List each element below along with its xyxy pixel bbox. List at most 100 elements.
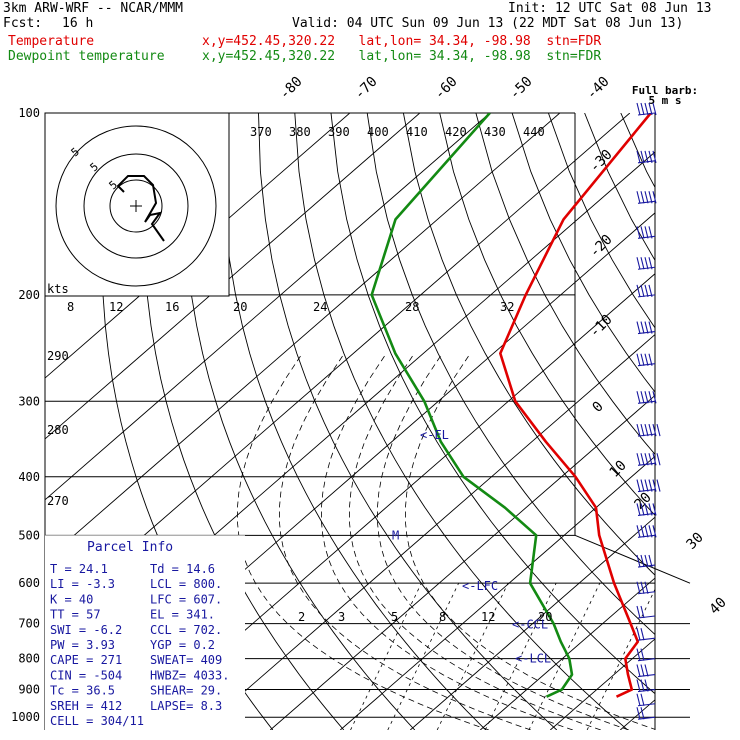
theta-tick-label: 440 — [523, 125, 545, 139]
wind-barb-flag — [636, 664, 641, 677]
wind-barb-flag — [648, 102, 653, 116]
parcel-info-right-value: SHEAR= 29. — [150, 684, 222, 698]
wind-barb — [636, 321, 656, 335]
isotherm-tick-label: -70 — [352, 74, 381, 103]
wind-barb-staff — [637, 433, 656, 437]
wind-barb-flag — [644, 423, 649, 437]
wind-barb-flag — [644, 581, 649, 594]
wind-barb-flag — [640, 581, 645, 594]
wind-speed-tick-label: 8 — [67, 300, 74, 314]
isotherm-line — [45, 113, 491, 501]
isotherm-tick-label: -60 — [432, 74, 461, 103]
parcel-marker-label: M — [392, 528, 399, 542]
wind-barb — [636, 102, 657, 116]
theta-left-tick-label: 290 — [47, 349, 69, 363]
dewpoint-legend-info: x,y=452.45,320.22 lat,lon= 34.34, -98.98… — [202, 49, 602, 64]
parcel-marker-label: <-LFC — [462, 579, 498, 593]
wind-barb — [636, 525, 657, 538]
wind-barb-flag — [640, 321, 645, 334]
parcel-info-left-value: CAPE = 271 — [50, 653, 122, 667]
wind-barb-flag — [636, 693, 641, 706]
parcel-marker-label: <-CCL — [512, 617, 548, 631]
wind-barb-staff — [637, 462, 656, 466]
wind-speed-tick-label: 12 — [109, 300, 123, 314]
wind-barb-flag — [648, 321, 653, 334]
isotherm-line — [129, 273, 655, 730]
isotherm-tick-label: 0 — [590, 399, 607, 416]
theta-tick-label: 380 — [289, 125, 311, 139]
wind-barb — [636, 423, 661, 437]
wind-barb-flag — [640, 525, 645, 538]
wind-barb-flag — [640, 693, 645, 706]
wind-barb-flag — [644, 226, 649, 239]
parcel-info-right-value: EL = 341. — [150, 608, 215, 622]
isotherm-line — [269, 394, 655, 730]
moist-adiabat-line — [237, 353, 489, 730]
theta-tick-label: 390 — [328, 125, 350, 139]
theta-left-tick-label: 270 — [47, 494, 69, 508]
wind-barb-flag — [648, 503, 653, 516]
mixing-ratio-line — [387, 582, 460, 730]
wind-barb-staff — [637, 674, 656, 678]
wind-barb-staff — [637, 615, 656, 619]
wind-barb-flag — [648, 525, 653, 538]
wind-speed-tick-label: 16 — [165, 300, 179, 314]
pressure-tick-label: 600 — [18, 576, 40, 590]
wind-barb — [636, 226, 656, 239]
hodograph-frame — [44, 112, 230, 297]
moist-adiabat-line — [377, 353, 629, 730]
pressure-tick-label: 1000 — [11, 710, 40, 724]
parcel-marker-label: <-LCL — [515, 652, 551, 666]
wind-barb-flag — [640, 648, 645, 661]
mixing-ratio-tick-label: 20 — [538, 610, 552, 624]
wind-barb — [636, 391, 657, 404]
moist-adiabat-line — [321, 353, 573, 730]
wind-barb-flag — [640, 664, 645, 677]
wind-speed-tick-label: 32 — [500, 300, 514, 314]
wind-barb-flag — [652, 391, 657, 404]
wind-barb-flag — [636, 479, 641, 492]
wind-barb-flag — [636, 150, 641, 163]
isotherm-tick-label: -50 — [507, 74, 536, 103]
mixing-ratio-line — [586, 588, 655, 730]
wind-barb-flag — [636, 503, 641, 516]
wind-barb-staff — [637, 716, 656, 720]
hodograph-ring — [109, 179, 163, 233]
parcel-info-right-value: LAPSE= 8.3 — [150, 699, 222, 713]
wind-barb — [636, 628, 656, 641]
wind-barb-flag — [648, 554, 653, 568]
wind-barb — [636, 284, 656, 298]
parcel-info-left-value: CELL = 304/11 — [50, 714, 144, 728]
pressure-tick-label: 400 — [18, 470, 40, 484]
pressure-tick-label: 300 — [18, 394, 40, 408]
wind-barb-flag — [648, 284, 653, 298]
dry-adiabat-line — [620, 113, 655, 189]
wind-barb-flag — [644, 284, 649, 298]
mixing-ratio-tick-label: 2 — [298, 610, 305, 624]
pressure-tick-label: 800 — [18, 652, 40, 666]
wind-barb-flag — [640, 150, 645, 163]
moist-adiabat-line — [349, 353, 601, 730]
wind-barb-flag — [640, 479, 645, 492]
wind-barb-flag — [640, 453, 645, 466]
wind-barb-flag — [652, 102, 657, 116]
isotherm-line — [45, 113, 561, 562]
isotherm-tick-label: 10 — [607, 458, 630, 481]
wind-barb-flag — [640, 257, 645, 270]
pressure-tick-label: 900 — [18, 683, 40, 697]
parcel-info-left-value: K = 40 — [50, 592, 93, 606]
wind-barb-flag — [644, 479, 649, 492]
isotherm-tick-label: -10 — [587, 312, 616, 341]
dry-adiabat-line — [182, 113, 416, 730]
mixing-ratio-line — [350, 582, 422, 730]
forecast-hour: 16 h — [62, 16, 94, 31]
dry-adiabat-line — [402, 113, 655, 576]
parcel-info-left-value: PW = 3.93 — [50, 638, 115, 652]
parcel-info-left-value: T = 24.1 — [50, 562, 108, 576]
wind-barb-flag — [652, 503, 657, 516]
moist-adiabat-line — [405, 353, 655, 730]
parcel-info-left-value: SREH = 412 — [50, 699, 122, 713]
dewpoint-legend-name: Dewpoint temperature — [8, 49, 165, 64]
theta-tick-label: 410 — [406, 125, 428, 139]
wind-barb-flag — [640, 102, 645, 116]
